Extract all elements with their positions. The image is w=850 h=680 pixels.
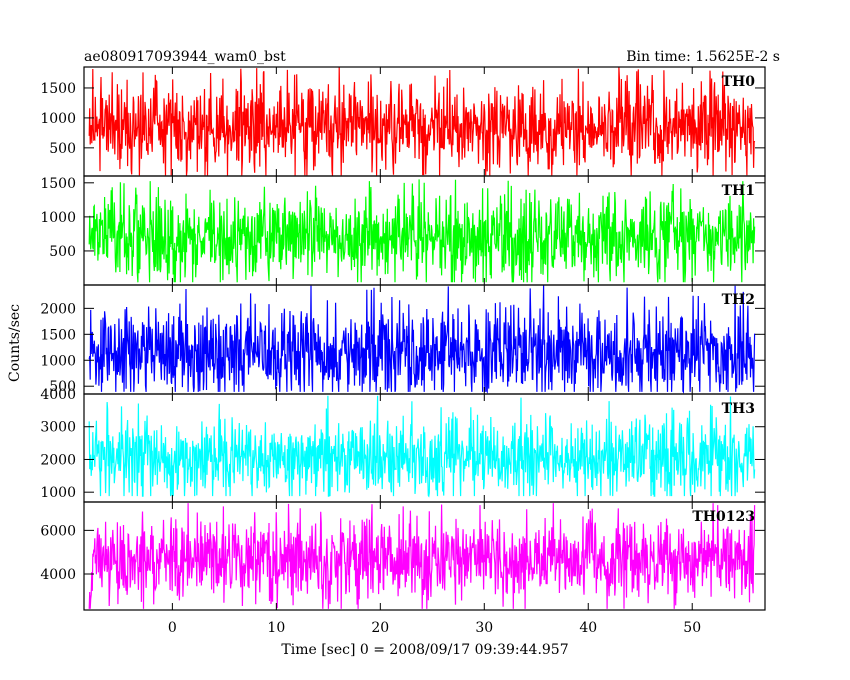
- x-tick-label: 30: [475, 620, 493, 636]
- x-tick-label: 20: [371, 620, 389, 636]
- x-axis-label: Time [sec] 0 = 2008/09/17 09:39:44.957: [281, 642, 568, 658]
- series-line-th3: [88, 395, 756, 498]
- y-tick-label-th1: 1000: [40, 210, 76, 226]
- panel-th1: 500 1000 1500 TH1: [40, 175, 766, 286]
- y-tick-label-th1: 1500: [40, 176, 76, 192]
- y-tick-label-th0: 500: [49, 141, 76, 157]
- y-tick-label-th3: 3000: [40, 420, 76, 436]
- figure-title-right: Bin time: 1.5625E-2 s: [626, 49, 780, 65]
- series-line-th0123: [88, 503, 756, 609]
- y-tick-label-th3: 4000: [40, 387, 76, 403]
- panel-th0: 500 1000 1500 TH0: [40, 66, 766, 177]
- series-label-th3: TH3: [722, 401, 755, 417]
- y-tick-label-th0123: 4000: [40, 567, 76, 583]
- y-tick-label-th2: 1000: [40, 353, 76, 369]
- y-tick-label-th0: 1500: [40, 81, 76, 97]
- y-tick-label-th3: 2000: [40, 452, 76, 468]
- y-tick-label-th2: 1500: [40, 327, 76, 343]
- panel-th3: 1000 2000 3000 4000 TH3: [40, 387, 766, 503]
- y-axis-label: Counts/sec: [7, 304, 23, 382]
- x-tick-label: 0: [168, 620, 177, 636]
- y-tick-label-th3: 1000: [40, 485, 76, 501]
- series-label-th2: TH2: [722, 292, 755, 308]
- x-tick-label: 50: [683, 620, 701, 636]
- y-tick-label-th2: 2000: [40, 301, 76, 317]
- x-tick-label: 10: [267, 620, 285, 636]
- figure-title-left: ae080917093944_wam0_bst: [84, 49, 286, 65]
- series-line-th2: [88, 285, 756, 394]
- y-tick-label-th2: 500: [49, 379, 76, 395]
- series-label-th0123: TH0123: [692, 509, 755, 525]
- x-tick-label: 40: [579, 620, 597, 636]
- series-line-th0: [88, 66, 756, 176]
- y-tick-label-th0123: 6000: [40, 523, 76, 539]
- y-tick-label-th1: 500: [49, 244, 76, 260]
- panel-th2: 500 1000 1500 2000 TH2: [40, 284, 766, 395]
- series-label-th0: TH0: [722, 74, 756, 90]
- series-label-th1: TH1: [722, 183, 755, 199]
- y-tick-label-th0: 1000: [40, 111, 76, 127]
- panel-th0123: 4000 6000 TH0123: [40, 501, 766, 611]
- series-line-th1: [88, 179, 756, 283]
- panel-frame-th0123: [83, 501, 766, 611]
